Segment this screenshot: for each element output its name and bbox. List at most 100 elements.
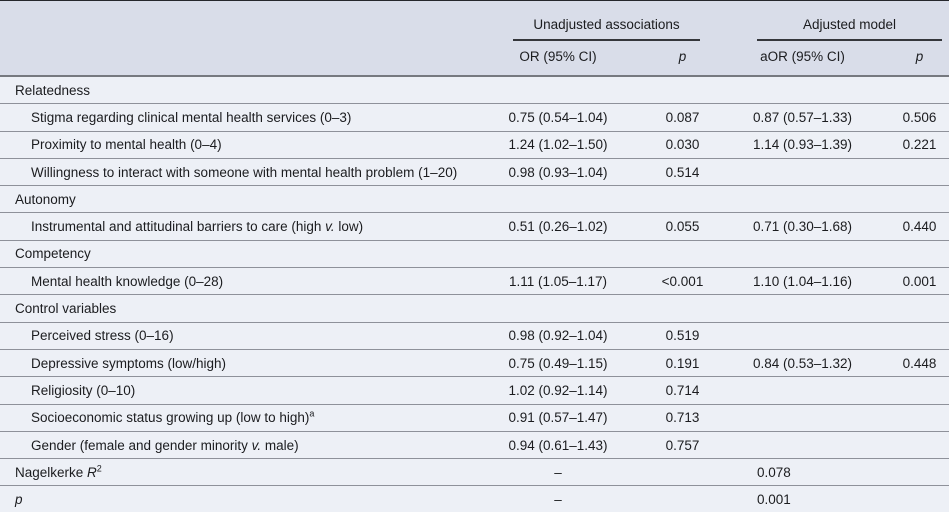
spanner-unadjusted-label: Unadjusted associations [533, 17, 680, 32]
cell-p2: 0.001 [861, 267, 949, 296]
cell-p2 [861, 185, 949, 214]
cell-p2 [861, 294, 949, 323]
row-label: Perceived stress (0–16) [0, 322, 495, 350]
cell-or: 0.75 (0.49–1.15) [495, 349, 621, 378]
cell-p1: 0.514 [621, 158, 744, 187]
label-column-header [0, 41, 495, 77]
spanner-unadjusted: Unadjusted associations [495, 0, 744, 41]
cell-p1: <0.001 [621, 267, 744, 296]
row-label: Relatedness [0, 76, 495, 105]
cell-aor: 0.87 (0.57–1.33) [744, 103, 861, 132]
cell-p1 [621, 76, 744, 105]
cell-p1: 0.714 [621, 376, 744, 405]
cell-p2 [861, 376, 949, 405]
cell-aor [744, 76, 861, 105]
row-label: Stigma regarding clinical mental health … [0, 103, 495, 132]
cell-or: – [495, 485, 621, 512]
table-row: Relatedness [0, 76, 949, 105]
cell-aor: 0.078 [744, 458, 861, 487]
table-row: Proximity to mental health (0–4) 1.24 (1.… [0, 131, 949, 159]
spanner-row: Unadjusted associations Adjusted model [0, 0, 949, 41]
column-header-row: OR (95% CI) p aOR (95% CI) p [0, 41, 949, 77]
cell-or: 0.98 (0.92–1.04) [495, 322, 621, 350]
row-label: Control variables [0, 294, 495, 323]
cell-or: 1.11 (1.05–1.17) [495, 267, 621, 296]
cell-or [495, 294, 621, 323]
table-row: Willingness to interact with someone wit… [0, 158, 949, 187]
table-row: Socioeconomic status growing up (low to … [0, 404, 949, 432]
cell-aor: 1.10 (1.04–1.16) [744, 267, 861, 296]
table-body: Relatedness Stigma regarding clinical men… [0, 76, 949, 512]
cell-p1: 0.519 [621, 322, 744, 350]
row-label: p [0, 485, 495, 512]
cell-or: 1.24 (1.02–1.50) [495, 131, 621, 159]
cell-p2 [861, 322, 949, 350]
cell-p1: 0.191 [621, 349, 744, 378]
cell-or: 0.94 (0.61–1.43) [495, 431, 621, 460]
row-label: Socioeconomic status growing up (low to … [0, 404, 495, 432]
cell-p1: 0.030 [621, 131, 744, 159]
cell-or: 0.51 (0.26–1.02) [495, 212, 621, 241]
p-column-header: p [621, 41, 744, 77]
cell-p2: 0.440 [861, 212, 949, 241]
cell-p2 [861, 458, 949, 487]
cell-aor [744, 185, 861, 214]
cell-p1 [621, 294, 744, 323]
cell-or [495, 240, 621, 269]
table-row: p – 0.001 [0, 485, 949, 512]
table-row: Instrumental and attitudinal barriers to… [0, 212, 949, 241]
row-label: Willingness to interact with someone wit… [0, 158, 495, 187]
cell-or [495, 185, 621, 214]
table-header: Unadjusted associations Adjusted model O… [0, 0, 949, 77]
row-label: Depressive symptoms (low/high) [0, 349, 495, 378]
row-label: Instrumental and attitudinal barriers to… [0, 212, 495, 241]
cell-p1 [621, 458, 744, 487]
cell-p2 [861, 76, 949, 105]
table-row: Autonomy [0, 185, 949, 214]
cell-p2 [861, 431, 949, 460]
or-column-header: OR (95% CI) [495, 41, 621, 77]
table-row: Gender (female and gender minority v. ma… [0, 431, 949, 460]
cell-aor: 0.84 (0.53–1.32) [744, 349, 861, 378]
cell-p2 [861, 485, 949, 512]
cell-p1: 0.055 [621, 212, 744, 241]
table-row: Depressive symptoms (low/high) 0.75 (0.49… [0, 349, 949, 378]
cell-aor [744, 404, 861, 432]
p-column-header-2: p [861, 41, 949, 77]
cell-aor [744, 376, 861, 405]
cell-p1: 0.713 [621, 404, 744, 432]
cell-aor [744, 240, 861, 269]
row-label: Nagelkerke R2 [0, 458, 495, 487]
aor-column-header: aOR (95% CI) [744, 41, 861, 77]
table-row: Control variables [0, 294, 949, 323]
cell-aor: 0.001 [744, 485, 861, 512]
cell-p1: 0.087 [621, 103, 744, 132]
table-row: Nagelkerke R2– 0.078 [0, 458, 949, 487]
cell-or: – [495, 458, 621, 487]
table-row: Religiosity (0–10) 1.02 (0.92–1.14) 0.714 [0, 376, 949, 405]
row-label: Autonomy [0, 185, 495, 214]
cell-p2 [861, 404, 949, 432]
cell-or: 0.91 (0.57–1.47) [495, 404, 621, 432]
spanner-spacer [0, 0, 495, 41]
cell-p1 [621, 185, 744, 214]
cell-or: 0.75 (0.54–1.04) [495, 103, 621, 132]
cell-p1: 0.757 [621, 431, 744, 460]
cell-or [495, 76, 621, 105]
cell-p2: 0.448 [861, 349, 949, 378]
cell-p2 [861, 240, 949, 269]
cell-aor [744, 431, 861, 460]
cell-or: 1.02 (0.92–1.14) [495, 376, 621, 405]
row-label: Mental health knowledge (0–28) [0, 267, 495, 296]
cell-aor [744, 322, 861, 350]
row-label: Religiosity (0–10) [0, 376, 495, 405]
row-label: Competency [0, 240, 495, 269]
cell-aor: 0.71 (0.30–1.68) [744, 212, 861, 241]
table-row: Stigma regarding clinical mental health … [0, 103, 949, 132]
spanner-adjusted-label: Adjusted model [802, 17, 897, 32]
cell-p2: 0.506 [861, 103, 949, 132]
cell-aor [744, 294, 861, 323]
cell-p2 [861, 158, 949, 187]
